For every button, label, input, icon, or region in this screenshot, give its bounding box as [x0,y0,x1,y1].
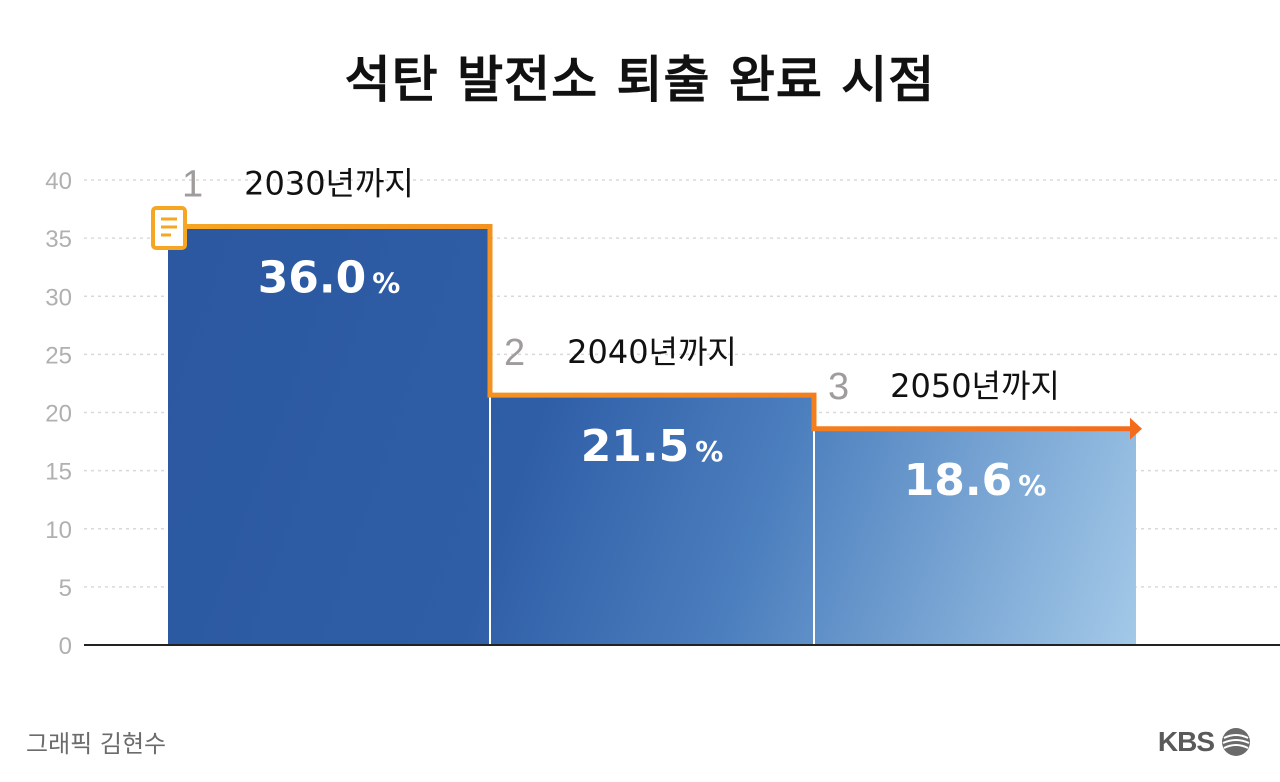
value-label: 18.6% [904,455,1047,506]
y-tick-label: 5 [59,575,72,602]
y-tick-label: 40 [45,168,72,195]
y-tick-label: 10 [45,517,72,544]
document-icon [151,206,187,250]
page-title: 석탄 발전소 퇴출 완료 시점 [344,51,936,109]
y-tick-label: 20 [45,401,72,428]
bar [168,226,490,645]
y-tick-label: 25 [45,342,72,369]
y-tick-label: 35 [45,226,72,253]
category-label: 2050년까지 [890,367,1060,405]
step-number-label: 1 [182,164,203,206]
category-label: 2030년까지 [244,165,414,203]
value-label: 21.5% [581,421,724,472]
y-tick-label: 15 [45,459,72,486]
step-line [168,224,1132,432]
y-tick-label: 30 [45,284,72,311]
step-line-layer [168,224,1142,440]
kbs-logo-text: KBS [1157,726,1215,757]
bar [490,395,814,645]
value-label: 36.0% [258,253,401,304]
step-number-label: 3 [828,366,849,408]
step-number-label: 2 [504,332,525,374]
graphic-credit: 그래픽 김현수 [26,730,167,758]
kbs-logo-icon [1222,728,1250,756]
bar [814,428,1136,645]
category-label: 2040년까지 [567,333,737,371]
y-tick-label: 0 [59,633,72,660]
label-layer: 1 2030년까지 36.0 % 2 2040년까지 21.5 % 3 2050년까지 18.6% [182,164,1060,506]
bars-layer [84,226,1280,646]
arrow-head-icon [1130,417,1142,440]
